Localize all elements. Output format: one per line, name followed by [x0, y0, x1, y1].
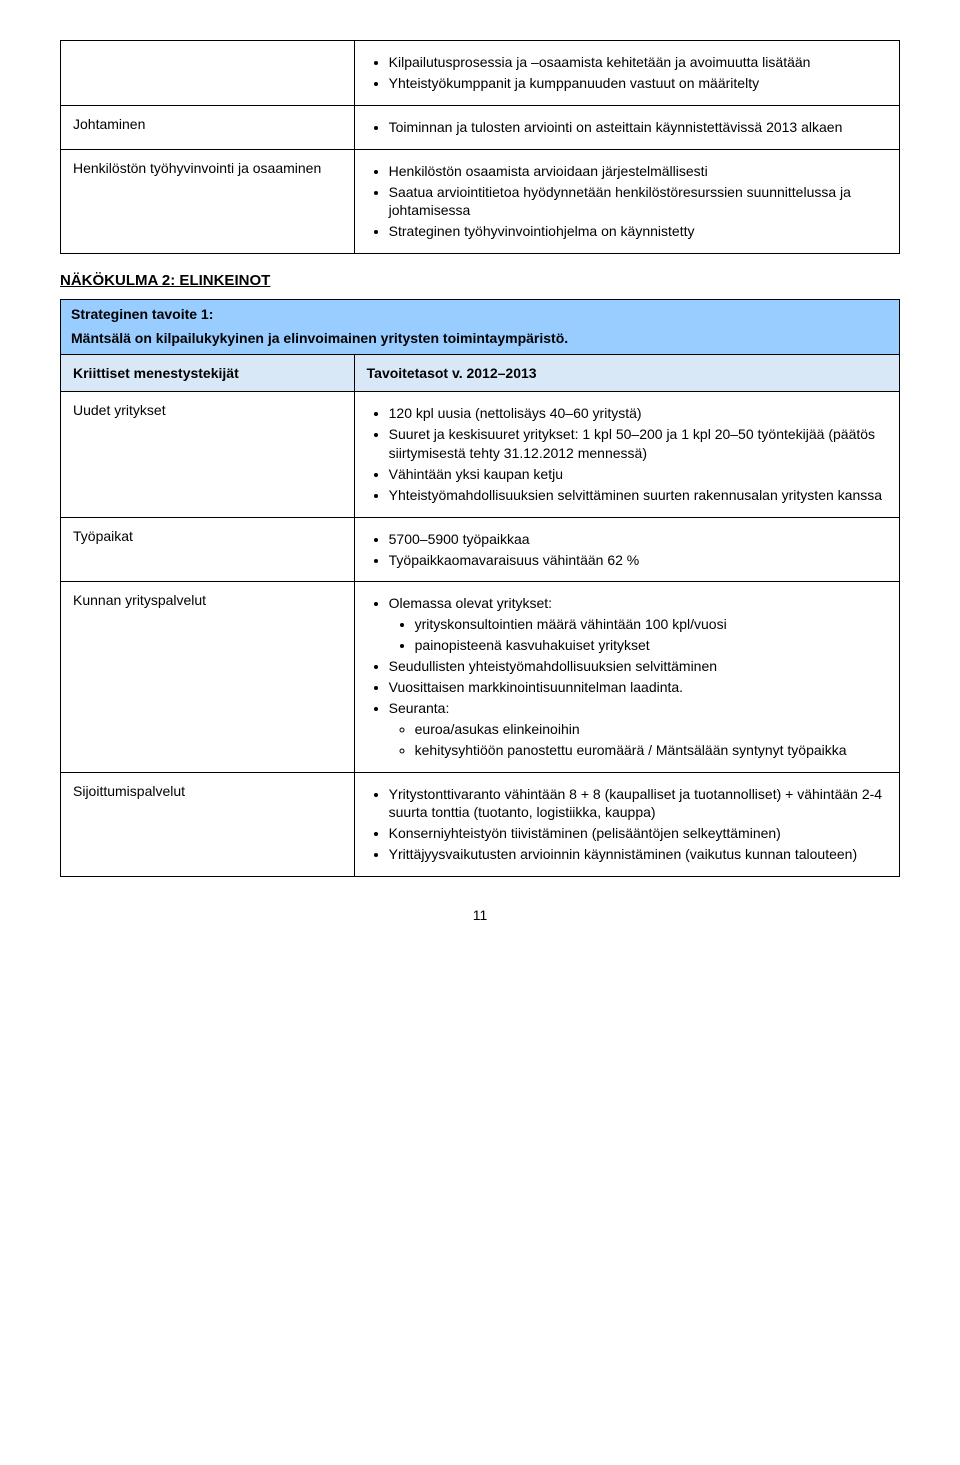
table-2: Strateginen tavoite 1: Mäntsälä on kilpa… — [60, 299, 900, 877]
list-item: Seudullisten yhteistyömahdollisuuksien s… — [389, 657, 887, 676]
list-item: Konserniyhteistyön tiivistäminen (pelisä… — [389, 824, 887, 843]
row-kunnan-left: Kunnan yrityspalvelut — [61, 582, 355, 772]
list-item: Vuosittaisen markkinointisuunnitelman la… — [389, 678, 887, 697]
table1-row3-right: Henkilöstön osaamista arvioidaan järjest… — [354, 149, 899, 254]
list-item: 120 kpl uusia (nettolisäys 40–60 yrityst… — [389, 404, 887, 423]
list-item: Seuranta: euroa/asukas elinkeinoihin keh… — [389, 699, 887, 760]
row-tyopaikat-right: 5700–5900 työpaikkaa Työpaikkaomavaraisu… — [354, 517, 899, 582]
list-item: Suuret ja keskisuuret yritykset: 1 kpl 5… — [389, 425, 887, 463]
sub-list-item: yrityskonsultointien määrä vähintään 100… — [415, 615, 887, 634]
row-tyopaikat-left: Työpaikat — [61, 517, 355, 582]
sub-list-item: kehitysyhtiöön panostettu euromäärä / Mä… — [415, 741, 887, 760]
list-item: 5700–5900 työpaikkaa — [389, 530, 887, 549]
row-sijoittumis-right: Yritystonttivaranto vähintään 8 + 8 (kau… — [354, 772, 899, 877]
list-item: Työpaikkaomavaraisuus vähintään 62 % — [389, 551, 887, 570]
strategic-text: Mäntsälä on kilpailukykyinen ja elinvoim… — [61, 328, 899, 354]
table1-row1-right: Kilpailutusprosessia ja –osaamista kehit… — [354, 41, 899, 106]
table1-row3-left: Henkilöstön työhyvinvointi ja osaaminen — [61, 149, 355, 254]
table1-row2-right: Toiminnan ja tulosten arviointi on astei… — [354, 105, 899, 149]
row-sijoittumis-left: Sijoittumispalvelut — [61, 772, 355, 877]
list-item: Yrittäjyysvaikutusten arvioinnin käynnis… — [389, 845, 887, 864]
strategic-label: Strateginen tavoite 1: — [61, 300, 899, 328]
list-item: Vähintään yksi kaupan ketju — [389, 465, 887, 484]
list-item: Kilpailutusprosessia ja –osaamista kehit… — [389, 53, 887, 72]
strategic-header-cell: Strateginen tavoite 1: Mäntsälä on kilpa… — [61, 300, 900, 355]
page-number: 11 — [60, 907, 900, 923]
table-1: Kilpailutusprosessia ja –osaamista kehit… — [60, 40, 900, 254]
table1-row1-left — [61, 41, 355, 106]
list-item-text: Olemassa olevat yritykset: — [389, 595, 552, 611]
row-uudet-right: 120 kpl uusia (nettolisäys 40–60 yrityst… — [354, 392, 899, 517]
list-item-text: Seuranta: — [389, 700, 450, 716]
list-item: Yhteistyömahdollisuuksien selvittäminen … — [389, 486, 887, 505]
tavoitetasot-label: Tavoitetasot v. 2012–2013 — [354, 355, 899, 392]
sub-list-item: painopisteenä kasvuhakuiset yritykset — [415, 636, 887, 655]
list-item: Toiminnan ja tulosten arviointi on astei… — [389, 118, 887, 137]
list-item: Yritystonttivaranto vähintään 8 + 8 (kau… — [389, 785, 887, 823]
list-item: Henkilöstön osaamista arvioidaan järjest… — [389, 162, 887, 181]
row-uudet-left: Uudet yritykset — [61, 392, 355, 517]
list-item: Yhteistyökumppanit ja kumppanuuden vastu… — [389, 74, 887, 93]
table1-row2-left: Johtaminen — [61, 105, 355, 149]
list-item: Saatua arviointitietoa hyödynnetään henk… — [389, 183, 887, 221]
section-heading-elinkeinot: NÄKÖKULMA 2: ELINKEINOT — [60, 272, 900, 289]
row-kunnan-right: Olemassa olevat yritykset: yrityskonsult… — [354, 582, 899, 772]
list-item: Strateginen työhyvinvointiohjelma on käy… — [389, 222, 887, 241]
sub-list-item: euroa/asukas elinkeinoihin — [415, 720, 887, 739]
list-item: Olemassa olevat yritykset: yrityskonsult… — [389, 594, 887, 655]
kriittiset-label: Kriittiset menestystekijät — [61, 355, 355, 392]
